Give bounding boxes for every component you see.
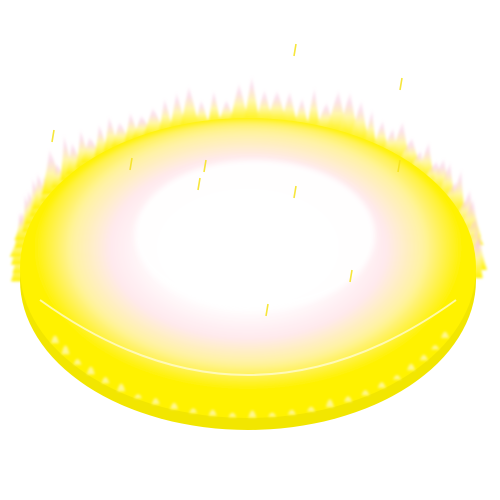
flame-tip xyxy=(158,97,174,133)
flame-tip xyxy=(407,363,416,371)
spark xyxy=(349,269,353,283)
white-core xyxy=(135,160,375,310)
flame-tip xyxy=(117,383,126,392)
flame-tip xyxy=(306,87,321,129)
flame-tip xyxy=(417,141,435,179)
flame-tip xyxy=(255,88,274,123)
flame-tip xyxy=(419,354,428,361)
flame-tip xyxy=(268,412,277,417)
flame-tip xyxy=(450,168,466,214)
flame-tip xyxy=(86,366,95,375)
flame-tip xyxy=(361,390,370,396)
flame-tip xyxy=(280,90,298,125)
flame-tip xyxy=(61,345,70,355)
flame-tips-front xyxy=(51,331,450,418)
flame-tip xyxy=(287,409,296,415)
flame-tip xyxy=(248,410,257,418)
flame-tip xyxy=(189,408,198,413)
flame-tip xyxy=(325,399,334,408)
flame-tip xyxy=(73,358,82,365)
spark xyxy=(399,77,403,91)
flame-tip xyxy=(307,406,316,412)
spark xyxy=(197,177,201,191)
flame-tip xyxy=(51,335,60,344)
flame-tip xyxy=(101,376,110,384)
spark xyxy=(293,185,297,199)
flame-tip xyxy=(441,331,450,339)
spark xyxy=(265,303,269,317)
flame-tip xyxy=(229,82,250,123)
flame-tip xyxy=(393,375,402,380)
flame-tip xyxy=(179,85,200,127)
rim-highlight xyxy=(39,299,457,376)
flame-tip xyxy=(134,394,143,399)
spark xyxy=(203,159,207,173)
flame-tip xyxy=(207,89,221,124)
flame-tip xyxy=(208,409,217,416)
spark xyxy=(293,43,297,57)
flame-tip xyxy=(194,99,210,126)
flame-tip xyxy=(364,109,377,146)
flame-tip xyxy=(344,396,353,402)
flame-tip xyxy=(243,75,260,123)
flame-tip xyxy=(431,345,440,350)
flame-tip xyxy=(293,97,309,127)
sparks xyxy=(51,43,403,317)
spark xyxy=(51,129,55,143)
flame-tip xyxy=(170,402,179,410)
flame-tip xyxy=(377,382,386,388)
flame-tip xyxy=(349,99,370,142)
flame-tip xyxy=(151,398,160,405)
flame-tip xyxy=(372,119,389,151)
spark xyxy=(129,157,133,171)
flame-tip xyxy=(228,412,237,418)
spark xyxy=(397,159,401,173)
flame-tip xyxy=(265,89,288,124)
